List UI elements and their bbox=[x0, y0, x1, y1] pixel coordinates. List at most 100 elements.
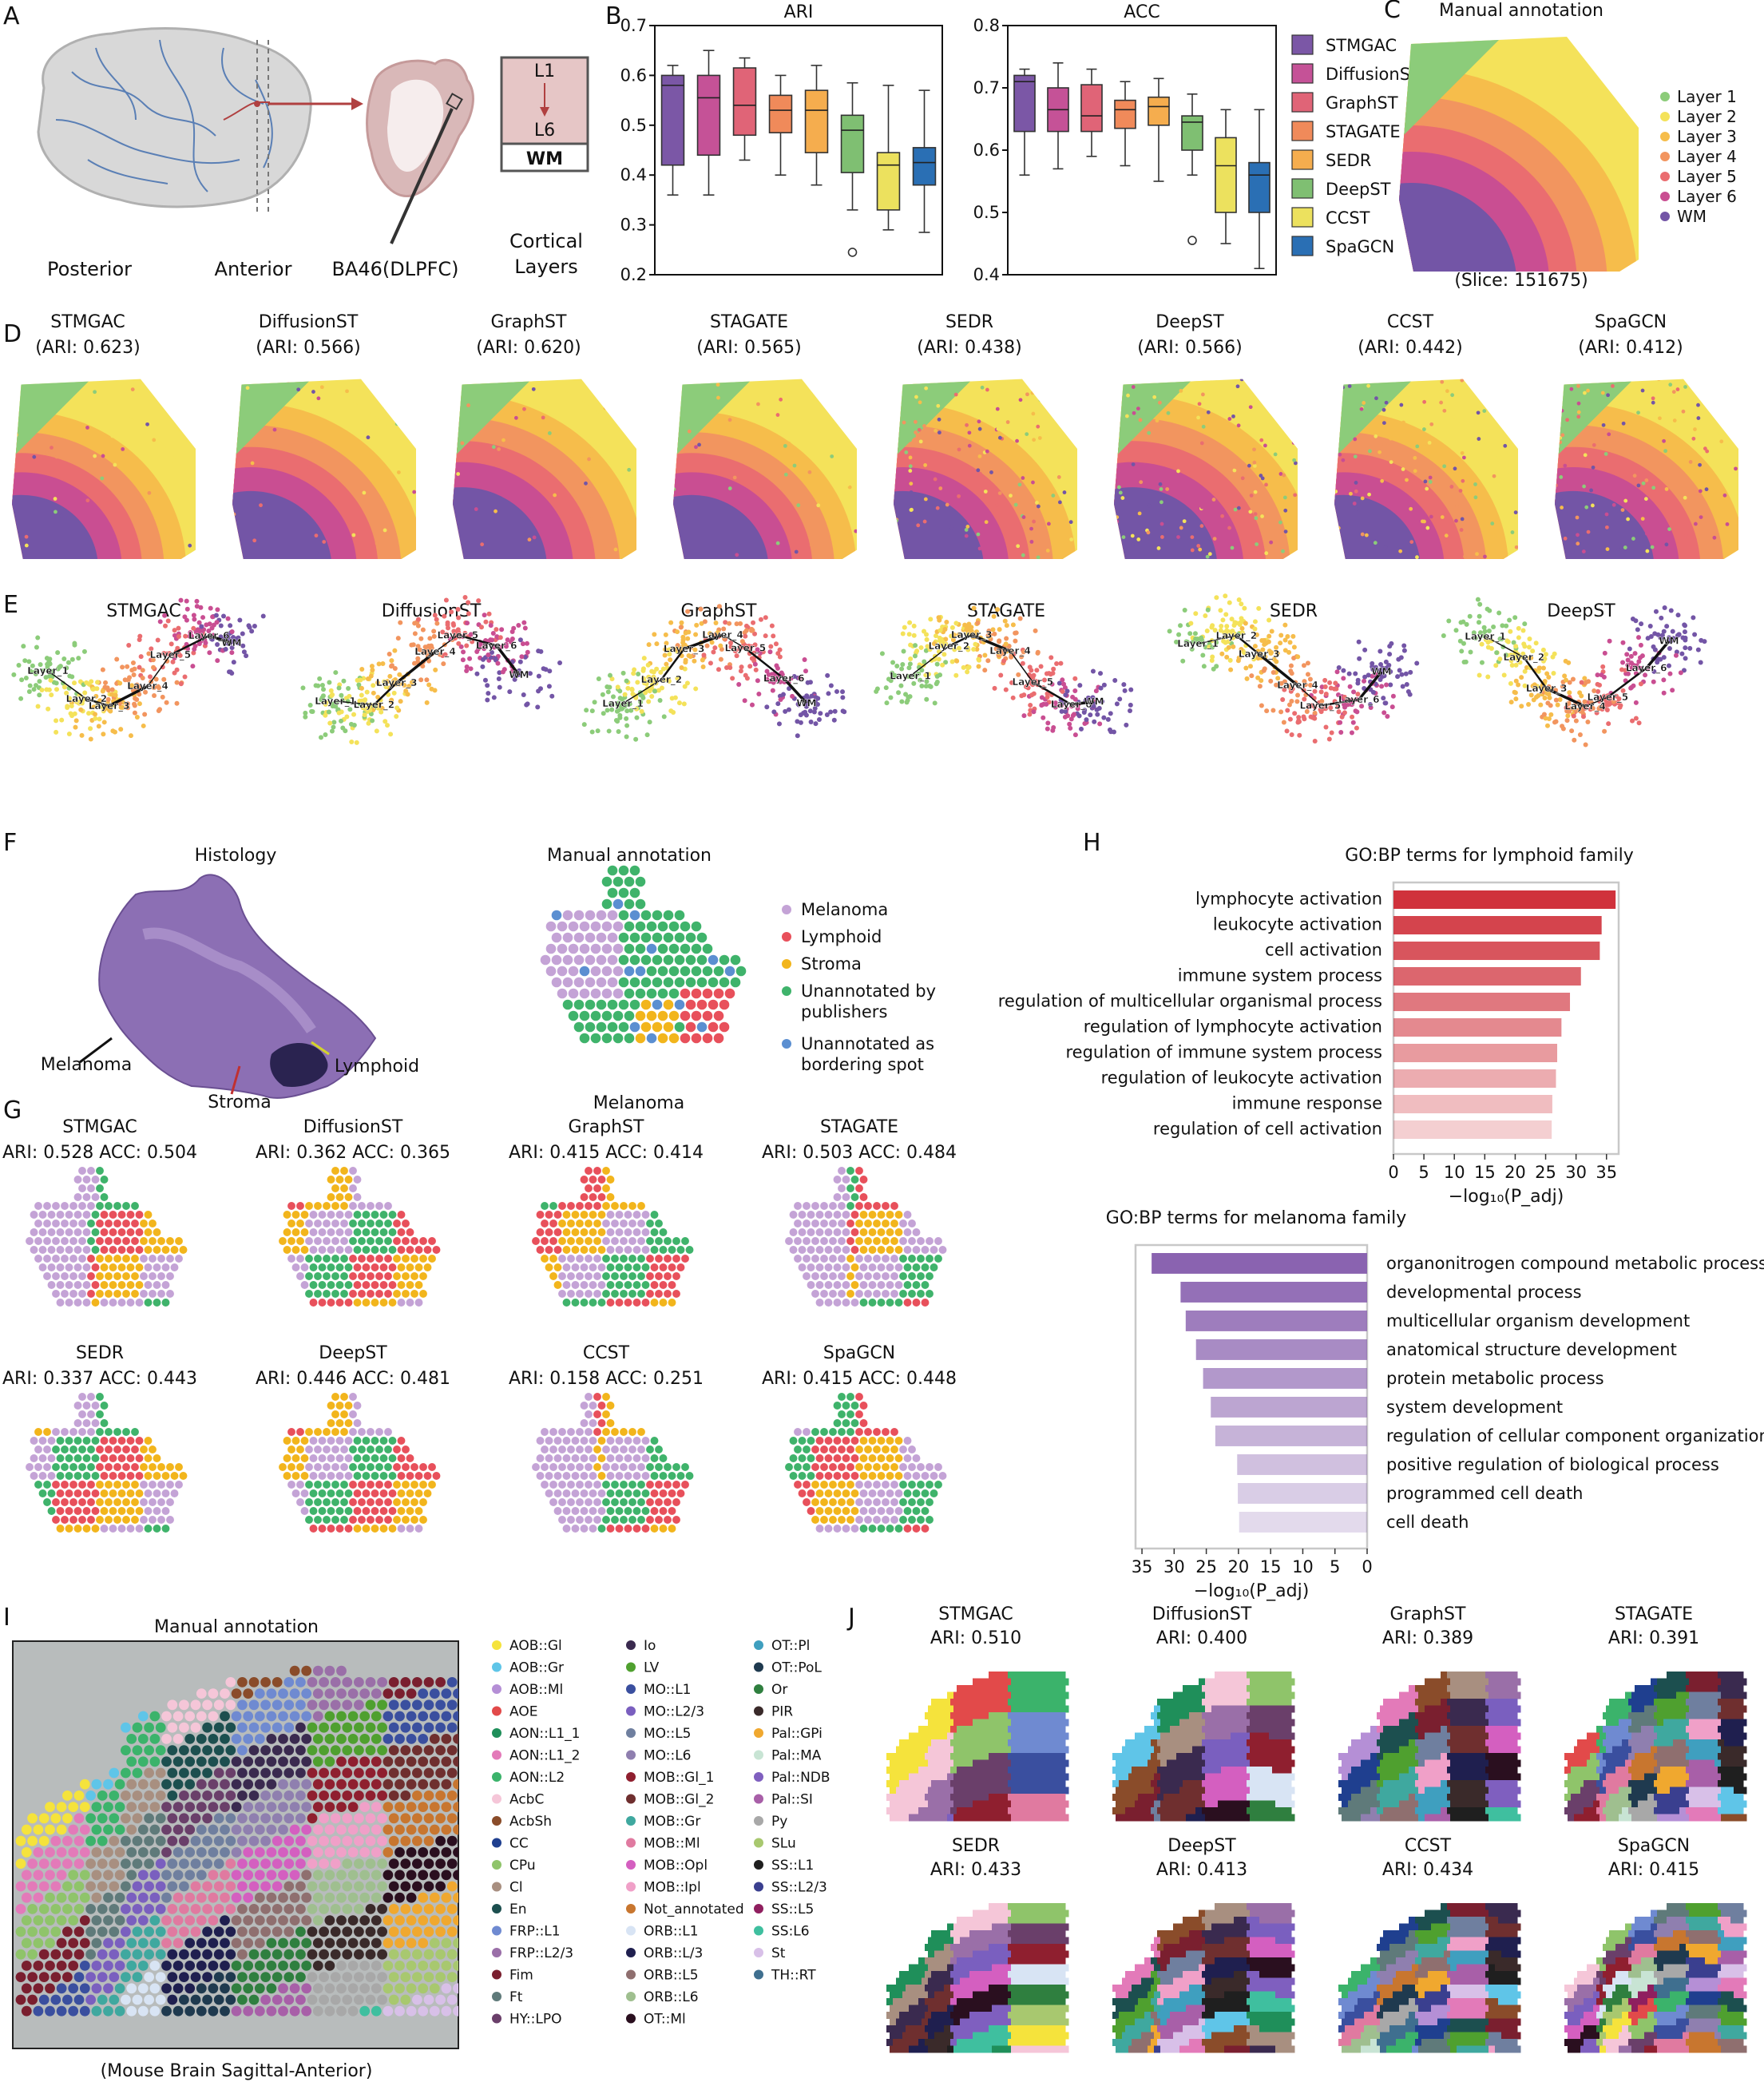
noise-spot bbox=[1052, 413, 1056, 418]
tissue-spot bbox=[713, 1010, 724, 1021]
embedding-spot bbox=[1583, 742, 1588, 748]
embedding-spot bbox=[1219, 651, 1225, 656]
tissue-spot bbox=[549, 1202, 557, 1210]
tissue-spot bbox=[362, 1281, 371, 1289]
tissue-spot bbox=[590, 1010, 601, 1021]
tissue-spot bbox=[43, 1255, 51, 1263]
tissue-spot bbox=[903, 1507, 912, 1515]
tissue-spot bbox=[52, 1516, 60, 1524]
tissue-spot bbox=[855, 1463, 863, 1471]
noise-spot bbox=[1650, 545, 1655, 549]
noise-spot bbox=[1120, 496, 1125, 500]
tissue-spot bbox=[175, 1255, 183, 1263]
tissue-spot bbox=[811, 1202, 819, 1210]
tissue-spot bbox=[144, 1246, 153, 1254]
tissue-spot bbox=[109, 1228, 117, 1236]
tissue-spot bbox=[934, 1463, 942, 1471]
tissue-spot bbox=[908, 1498, 916, 1506]
panel-g-score-deepst: ARI: 0.446 ACC: 0.481 bbox=[256, 1369, 450, 1389]
embedding-spot bbox=[1636, 635, 1642, 640]
embedding-spot bbox=[483, 619, 489, 625]
noise-spot bbox=[977, 426, 982, 431]
embedding-spot bbox=[391, 690, 397, 696]
embedding-spot bbox=[704, 643, 710, 648]
tissue-spot bbox=[938, 1246, 947, 1254]
noise-spot bbox=[54, 510, 57, 514]
embedding-spot bbox=[1527, 636, 1532, 641]
noise-spot bbox=[938, 486, 943, 490]
tissue-spot bbox=[833, 1299, 842, 1307]
tissue-spot bbox=[96, 1167, 104, 1175]
tissue-spot bbox=[379, 1281, 388, 1289]
legend-label: Lymphoid bbox=[801, 927, 882, 946]
tissue-spot bbox=[549, 1237, 557, 1245]
embedding-spot bbox=[1630, 718, 1635, 724]
tissue-spot bbox=[820, 1237, 828, 1245]
tissue-spot bbox=[296, 1202, 304, 1210]
noise-spot bbox=[541, 415, 545, 420]
tissue-spot bbox=[850, 1299, 859, 1307]
tissue-spot bbox=[628, 1498, 636, 1506]
tissue-spot bbox=[629, 865, 640, 876]
noise-spot bbox=[1198, 547, 1203, 552]
tissue-spot bbox=[327, 1419, 335, 1427]
tissue-spot bbox=[868, 1299, 877, 1307]
panel-d-title-spagcn: SpaGCN bbox=[1595, 312, 1667, 332]
noise-spot bbox=[964, 528, 969, 532]
tissue-spot bbox=[652, 1021, 663, 1033]
tissue-spot bbox=[283, 1437, 291, 1445]
tissue-spot bbox=[562, 1525, 571, 1533]
embedding-spot bbox=[1658, 656, 1663, 662]
embedding-spot bbox=[132, 701, 137, 707]
tissue-spot bbox=[593, 1219, 601, 1227]
noise-spot bbox=[949, 525, 953, 530]
tissue-spot bbox=[576, 1463, 584, 1471]
embedding-spot bbox=[1389, 704, 1395, 710]
tissue-spot bbox=[296, 1237, 304, 1245]
embedding-spot bbox=[376, 661, 382, 667]
embedding-spot bbox=[1339, 714, 1345, 720]
embedding-spot bbox=[702, 619, 708, 625]
noise-spot bbox=[1607, 432, 1611, 437]
tissue-spot bbox=[646, 1498, 654, 1506]
noise-spot bbox=[1230, 545, 1235, 550]
embedding-spot bbox=[127, 675, 133, 680]
embedding-spot bbox=[1664, 624, 1670, 629]
panel-g-title-sedr: SEDR bbox=[76, 1343, 124, 1363]
embedding-spot bbox=[1287, 640, 1293, 645]
tissue-spot bbox=[87, 1498, 95, 1506]
y-tick-label: 0.2 bbox=[620, 265, 647, 284]
embedding-spot bbox=[1327, 680, 1333, 685]
noise-spot bbox=[129, 398, 134, 403]
embedding-spot bbox=[1239, 601, 1244, 607]
noise-spot bbox=[1249, 494, 1254, 498]
embedding-spot bbox=[631, 671, 636, 676]
embedding-spot bbox=[649, 693, 655, 699]
noise-spot bbox=[1132, 410, 1136, 415]
tissue-spot bbox=[590, 988, 601, 999]
noise-spot bbox=[1611, 502, 1616, 507]
tissue-spot bbox=[593, 1428, 601, 1436]
tissue-spot bbox=[131, 1290, 139, 1298]
embedding-spot bbox=[1310, 715, 1316, 720]
embedding-spot bbox=[148, 674, 153, 680]
embedding-spot bbox=[1555, 702, 1560, 708]
embedding-spot bbox=[64, 690, 69, 696]
embedding-spot bbox=[834, 688, 839, 694]
tissue-spot bbox=[388, 1228, 397, 1236]
noise-spot bbox=[474, 507, 478, 511]
embedding-spot bbox=[37, 679, 42, 684]
tissue-spot bbox=[419, 1237, 427, 1245]
embedding-spot bbox=[1628, 685, 1634, 691]
tissue-spot bbox=[596, 954, 607, 966]
noise-spot bbox=[1640, 388, 1645, 393]
embedding-spot bbox=[235, 637, 240, 643]
embedding-spot bbox=[1322, 677, 1328, 683]
tissue-spot bbox=[296, 1481, 304, 1489]
noise-spot bbox=[910, 516, 914, 521]
embedding-spot bbox=[409, 642, 414, 648]
embedding-spot bbox=[72, 680, 77, 686]
tissue-spot bbox=[585, 1184, 593, 1192]
tissue-spot bbox=[589, 1489, 597, 1497]
embedding-spot bbox=[884, 700, 890, 706]
